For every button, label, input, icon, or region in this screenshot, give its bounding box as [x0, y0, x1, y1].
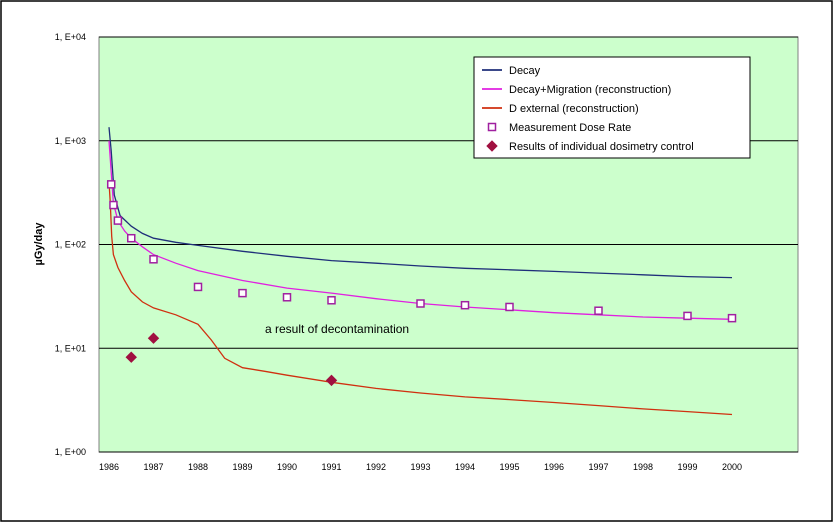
- x-tick-label: 2000: [722, 462, 742, 472]
- legend-diamond-swatch: [486, 140, 498, 152]
- series-lines: [108, 127, 733, 416]
- measurement-point: [327, 296, 336, 305]
- y-tick-labels: 1, E+04 1, E+03 1, E+02 1, E+01 1, E+00: [55, 32, 86, 457]
- measurement-point: [193, 282, 203, 292]
- legend-entry-label: Measurement Dose Rate: [509, 122, 631, 134]
- series-line-decay: [108, 127, 733, 279]
- x-tick-label: 1987: [143, 462, 163, 472]
- dosimetry-point: [325, 374, 338, 387]
- y-tick-label: 1, E+00: [55, 447, 86, 457]
- measurement-point: [109, 200, 118, 210]
- measurement-point: [505, 302, 514, 312]
- measurement-point: [460, 300, 470, 310]
- measurement-point: [238, 288, 247, 298]
- x-tick-label: 1994: [455, 462, 475, 472]
- measurement-point: [727, 313, 737, 323]
- y-tick-label: 1, E+02: [55, 240, 86, 250]
- legend-square-swatch: [487, 122, 497, 132]
- legend-entry-label: Results of individual dosimetry control: [509, 141, 694, 153]
- x-tick-label: 1993: [410, 462, 430, 472]
- series-line-d-external-reconstruction: [108, 181, 733, 416]
- legend-entry-label: D external (reconstruction): [509, 103, 639, 115]
- x-tick-label: 1999: [677, 462, 697, 472]
- y-tick-label: 1, E+03: [55, 136, 86, 146]
- x-tick-label: 1990: [277, 462, 297, 472]
- measurement-point: [149, 255, 158, 264]
- x-tick-label: 1989: [232, 462, 252, 472]
- decontamination-annotation: a result of decontamination: [265, 322, 409, 336]
- x-tick-label: 1986: [99, 462, 119, 472]
- dosimetry-point: [125, 351, 137, 363]
- legend-entry-label: Decay: [509, 65, 541, 77]
- measurement-point: [594, 306, 603, 315]
- x-tick-label: 1995: [499, 462, 519, 472]
- x-tick-label: 1996: [544, 462, 564, 472]
- y-tick-label: 1, E+01: [55, 343, 86, 353]
- dosimetry-point: [147, 332, 160, 344]
- series-markers: [106, 180, 737, 387]
- legend-box: [473, 56, 751, 159]
- series-line-decay-migration-reconstruction: [108, 140, 733, 320]
- x-tick-label: 1997: [588, 462, 608, 472]
- legend: Decay Decay+Migration (reconstruction) D e…: [473, 56, 751, 159]
- x-tick-labels: 1986 1987 1988 1989 1990 1991 1992 1993 1994 1995…: [99, 462, 742, 472]
- legend-entry-label: Decay+Migration (reconstruction): [509, 84, 671, 96]
- measurement-point: [416, 299, 425, 308]
- measurement-point: [683, 311, 692, 321]
- measurement-point: [282, 293, 292, 302]
- x-tick-label: 1992: [366, 462, 386, 472]
- gridlines: [99, 36, 798, 453]
- measurement-point: [113, 216, 123, 225]
- measurement-point: [127, 233, 136, 243]
- y-axis-label: µGy/day: [33, 222, 45, 266]
- measurement-point: [106, 180, 116, 189]
- x-tick-label: 1998: [633, 462, 653, 472]
- y-tick-label: 1, E+04: [55, 32, 86, 42]
- x-tick-label: 1991: [321, 462, 341, 472]
- x-tick-label: 1988: [188, 462, 208, 472]
